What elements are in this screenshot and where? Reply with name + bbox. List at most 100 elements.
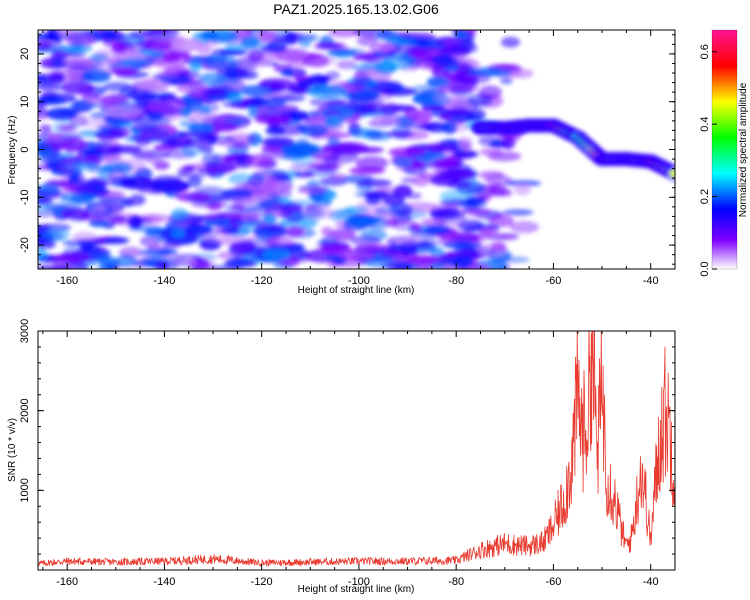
heatmap-cell: [388, 147, 427, 158]
snr-x-ticks: -160 -140 -120 -100 -80 -60 -40: [42, 331, 676, 588]
heatmap-cell: [176, 84, 209, 94]
heatmap-cell: [377, 89, 394, 100]
y-tick-label: 1000: [19, 478, 31, 502]
heatmap-cell: [348, 89, 378, 104]
heatmap-cell: [384, 131, 415, 138]
heatmap-cell: [204, 30, 239, 43]
heatmap-cell: [184, 259, 197, 266]
heatmap-cell: [306, 74, 329, 88]
heatmap-cell: [426, 76, 449, 87]
heatmap-cell: [290, 153, 314, 167]
heatmap-cell: [104, 117, 130, 125]
heatmap-cell: [113, 122, 136, 130]
y-tick-label: 20: [19, 48, 31, 60]
heatmap-cell: [184, 224, 213, 236]
figure-title: PAZ1.2025.165.13.02.G06: [273, 1, 439, 17]
heatmap-cell: [120, 178, 137, 186]
heatmap-cell: [38, 41, 53, 52]
heatmap-cell: [117, 57, 154, 67]
heatmap-cell: [490, 69, 513, 77]
heatmap-cell: [267, 40, 288, 53]
heatmap-cell: [287, 60, 313, 67]
x-tick-label: -80: [448, 275, 464, 287]
heatmap-cell: [320, 243, 350, 251]
colorbar-tick-label: 0.4: [699, 117, 711, 132]
heatmap-cell: [171, 38, 203, 52]
heatmap-cell: [500, 36, 521, 48]
heatmap-cell: [348, 128, 381, 138]
heatmap-cell: [58, 124, 76, 132]
heatmap-cell: [504, 180, 542, 187]
heatmap-cell: [258, 30, 276, 40]
heatmap-cell: [38, 198, 53, 205]
heatmap-cell: [72, 231, 97, 242]
heatmap-cell: [160, 139, 180, 147]
heatmap-cell: [265, 126, 285, 136]
heatmap-cell: [307, 84, 347, 99]
heatmap-cell: [224, 67, 239, 81]
heatmap-cell: [380, 261, 419, 269]
heatmap-cell: [151, 179, 191, 193]
x-tick-label: -160: [56, 275, 78, 287]
heatmap-cell: [188, 60, 203, 72]
heatmap-cell: [38, 108, 51, 120]
heatmap-cell: [201, 233, 241, 243]
heatmap-cell: [68, 174, 81, 184]
heatmap-cell: [220, 227, 241, 235]
heatmap-cell: [107, 170, 127, 183]
heatmap-cell: [435, 156, 460, 168]
heatmap-cell: [185, 98, 202, 112]
heatmap-cell: [457, 136, 473, 151]
heatmap-cell: [201, 153, 222, 166]
spectrogram-x-label: Height of straight line (km): [298, 285, 415, 296]
heatmap-cell: [82, 93, 101, 101]
heatmap-cell: [102, 236, 130, 245]
heatmap-cell: [247, 50, 265, 63]
heatmap-cell: [460, 208, 492, 215]
heatmap-cell: [206, 166, 219, 177]
heatmap-cell: [99, 196, 130, 203]
heatmap-cell: [199, 106, 212, 114]
heatmap-cell: [280, 68, 294, 77]
heatmap-cell: [411, 175, 430, 187]
heatmap-cell: [261, 137, 295, 148]
heatmap-cell: [488, 183, 507, 197]
heatmap-cell: [442, 121, 458, 135]
heatmap-cell: [43, 227, 70, 242]
heatmap-cell: [219, 49, 247, 56]
heatmap-cell: [356, 36, 379, 46]
heatmap-cell: [91, 204, 107, 213]
x-tick-label: -120: [251, 576, 273, 588]
heatmap-cell: [177, 130, 216, 138]
heatmap-cell: [297, 186, 327, 194]
x-tick-label: -40: [643, 576, 659, 588]
heatmap-signal-core: [669, 169, 675, 178]
heatmap-cell: [170, 229, 186, 238]
heatmap-cell: [188, 139, 212, 149]
heatmap-cell: [446, 180, 472, 190]
heatmap-cell: [352, 53, 379, 61]
spectrogram-y-label: Frequency (Hz): [7, 116, 18, 185]
x-tick-label: -80: [448, 576, 464, 588]
heatmap-cell: [380, 211, 397, 222]
heatmap-cell: [158, 248, 179, 257]
heatmap-cell: [49, 264, 73, 269]
heatmap-cell: [40, 182, 59, 195]
y-tick-label: 2000: [19, 398, 31, 422]
heatmap-cell: [429, 208, 460, 218]
heatmap-cell: [38, 211, 55, 219]
heatmap-cell: [327, 135, 340, 147]
heatmap-cell: [467, 264, 490, 269]
heatmap-cell: [404, 192, 422, 200]
heatmap-cell: [97, 256, 120, 266]
heatmap-cell: [478, 85, 503, 100]
heatmap-cell: [57, 160, 75, 175]
heatmap-cell: [352, 71, 370, 86]
snr-panel: -160 -140 -120 -100 -80 -60 -40 1000 2000 3000 H…: [7, 319, 676, 595]
heatmap-cell: [355, 243, 389, 251]
heatmap-cell: [108, 145, 142, 154]
heatmap-cell: [172, 130, 186, 138]
heatmap-cell: [431, 54, 454, 66]
x-tick-label: -140: [153, 275, 175, 287]
heatmap-cell: [38, 83, 65, 92]
